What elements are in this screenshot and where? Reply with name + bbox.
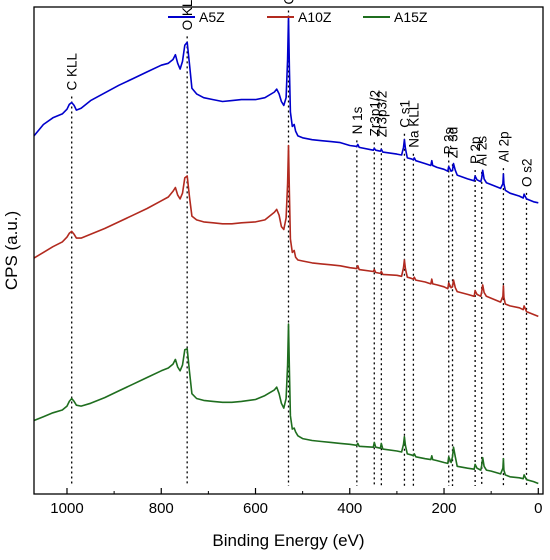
peak-label-5: Zr3p3/2	[374, 91, 389, 138]
peak-label-8: P 2s	[442, 127, 457, 154]
peak-label-13: O s2	[520, 158, 535, 187]
legend: A5Z A10Z A15Z	[168, 9, 428, 25]
x-tick-label-800: 800	[149, 500, 174, 517]
x-tick-label-0: 0	[534, 500, 542, 517]
peak-label-2: O 1s	[282, 0, 297, 5]
peak-label-4: Zr3p1/2	[367, 90, 382, 137]
peak-label-6: Na KLL	[406, 102, 421, 148]
x-axis: 1000 800 600 400 200 0	[50, 488, 542, 517]
peak-label-11: Al 2s	[475, 136, 490, 166]
plot-frame	[33, 6, 544, 495]
series-line-A10Z	[33, 144, 539, 318]
peak-label-10: P 2p	[468, 136, 483, 164]
x-tick-label-1000: 1000	[50, 500, 83, 517]
x-axis-label: Binding Energy (eV)	[212, 531, 364, 550]
series-line-A15Z	[33, 323, 539, 485]
series-line-A5Z	[33, 15, 539, 204]
y-axis-label: CPS (a.u.)	[2, 211, 21, 290]
legend-label-A15Z: A15Z	[394, 9, 428, 25]
series-layer	[33, 15, 539, 485]
x-tick-label-600: 600	[243, 500, 268, 517]
x-tick-label-200: 200	[432, 500, 457, 517]
peak-label-0: C KLL	[65, 52, 80, 90]
peak-label-3: N 1s	[350, 106, 365, 134]
peak-label-7: C s1	[397, 100, 412, 128]
legend-label-A5Z: A5Z	[199, 9, 225, 25]
annotation-guides	[71, 10, 528, 486]
legend-label-A10Z: A10Z	[298, 9, 332, 25]
peak-label-12: Al 2p	[496, 131, 511, 162]
peak-label-9: Zr 3d	[446, 127, 461, 159]
x-tick-label-400: 400	[337, 500, 362, 517]
peak-label-1: O KLL	[180, 0, 195, 30]
